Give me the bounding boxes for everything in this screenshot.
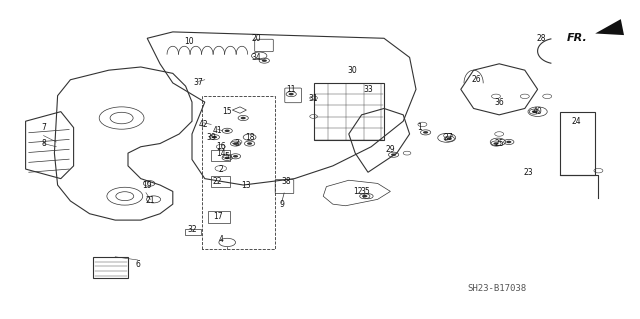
- Text: 15: 15: [222, 107, 232, 116]
- Text: 34: 34: [251, 53, 261, 62]
- Text: 42: 42: [198, 120, 209, 129]
- Text: 31: 31: [308, 94, 319, 103]
- Circle shape: [225, 130, 230, 132]
- Text: 21: 21: [146, 197, 155, 205]
- Circle shape: [362, 195, 367, 197]
- Circle shape: [262, 59, 267, 62]
- Circle shape: [225, 157, 230, 159]
- Text: 20: 20: [251, 34, 261, 43]
- Text: 38: 38: [281, 177, 291, 186]
- Circle shape: [506, 141, 511, 143]
- Text: 4: 4: [218, 235, 223, 244]
- Text: 18: 18: [245, 133, 254, 142]
- Circle shape: [289, 93, 294, 95]
- Circle shape: [247, 142, 252, 145]
- Text: FR.: FR.: [566, 33, 587, 43]
- Text: 14: 14: [216, 149, 226, 158]
- Text: 8: 8: [41, 139, 46, 148]
- Circle shape: [423, 131, 428, 134]
- Text: 28: 28: [536, 34, 545, 43]
- Circle shape: [212, 136, 217, 138]
- Polygon shape: [595, 19, 624, 35]
- Text: 9: 9: [279, 200, 284, 209]
- Text: 27: 27: [443, 133, 453, 142]
- Text: 2: 2: [218, 165, 223, 174]
- Text: 17: 17: [212, 212, 223, 221]
- Text: 32: 32: [187, 225, 197, 234]
- Text: 41: 41: [212, 126, 223, 135]
- Text: 11: 11: [287, 85, 296, 94]
- Circle shape: [493, 142, 499, 145]
- Text: 29: 29: [385, 145, 396, 154]
- Text: 6: 6: [135, 260, 140, 269]
- Text: 16: 16: [216, 142, 226, 151]
- Text: 12: 12: [354, 187, 363, 196]
- Text: 3: 3: [234, 139, 239, 148]
- Text: 30: 30: [347, 66, 357, 75]
- Text: 23: 23: [523, 168, 533, 177]
- Text: 26: 26: [472, 75, 482, 84]
- Text: 10: 10: [184, 37, 194, 46]
- Text: 22: 22: [213, 177, 222, 186]
- Text: 1: 1: [417, 123, 422, 132]
- Text: 5: 5: [225, 152, 230, 161]
- Circle shape: [233, 142, 238, 145]
- Text: 25: 25: [494, 139, 504, 148]
- Text: 19: 19: [142, 181, 152, 189]
- Circle shape: [447, 137, 452, 140]
- Text: 35: 35: [360, 187, 370, 196]
- Text: 33: 33: [363, 85, 373, 94]
- Text: 24: 24: [571, 117, 581, 126]
- Text: 7: 7: [41, 123, 46, 132]
- Text: 40: 40: [532, 107, 543, 116]
- Text: 36: 36: [494, 98, 504, 107]
- Circle shape: [233, 155, 238, 158]
- Text: 39: 39: [206, 133, 216, 142]
- Text: SH23-B17038: SH23-B17038: [467, 285, 526, 293]
- Circle shape: [391, 153, 396, 156]
- Circle shape: [532, 110, 537, 113]
- Text: 13: 13: [241, 181, 252, 189]
- Circle shape: [241, 117, 246, 119]
- Text: 37: 37: [193, 78, 204, 87]
